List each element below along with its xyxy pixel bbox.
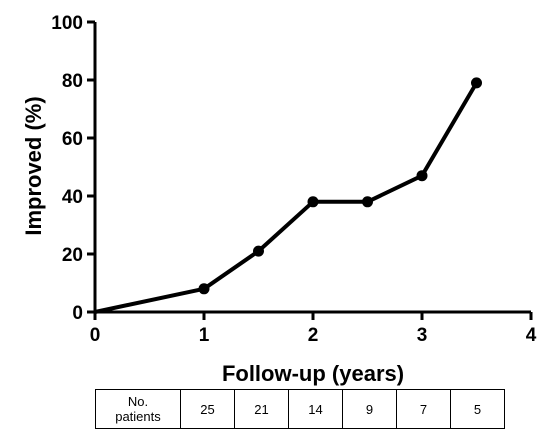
x-tick-label: 4 — [526, 325, 537, 346]
y-axis-title: Improved (%) — [21, 96, 46, 235]
y-tick-label: 100 — [51, 13, 83, 34]
chart-axes — [93, 22, 531, 314]
patients-label-line2: patients — [115, 409, 161, 424]
patients-count-cell-4: 9 — [342, 389, 397, 429]
patients-count-cell-6: 5 — [450, 389, 505, 429]
chart-series — [93, 77, 482, 314]
patients-label-line1: No. — [127, 394, 149, 409]
patients-count-cell-5: 7 — [396, 389, 451, 429]
patients-label-cell: No. patients — [95, 389, 181, 429]
y-tick-label: 80 — [62, 71, 83, 92]
data-point — [253, 245, 264, 257]
patients-table: No. patients 25 21 14 9 7 5 — [95, 389, 505, 429]
y-tick-label: 20 — [62, 245, 83, 266]
chart-ticks: 0 20 40 60 80 100 0 1 2 3 4 — [51, 13, 536, 346]
data-point — [471, 77, 482, 89]
data-point — [198, 283, 210, 295]
patients-count-cell-2: 21 — [234, 389, 289, 429]
x-tick-label: 1 — [199, 325, 210, 346]
x-tick-label: 3 — [417, 325, 428, 346]
patients-count-cell-3: 14 — [288, 389, 343, 429]
data-point — [362, 196, 373, 208]
x-axis-title: Follow-up (years) — [222, 361, 404, 386]
series-line — [93, 80, 479, 314]
x-tick-label: 2 — [308, 325, 319, 346]
y-tick-label: 0 — [72, 303, 83, 324]
patients-count-cell-1: 25 — [180, 389, 235, 429]
data-point — [307, 196, 319, 208]
patients-row: No. patients 25 21 14 9 7 5 — [95, 389, 505, 429]
y-tick-label: 40 — [62, 187, 83, 208]
y-tick-label: 60 — [62, 129, 83, 150]
data-point — [416, 170, 428, 182]
x-tick-label: 0 — [90, 325, 101, 346]
line-chart: 0 20 40 60 80 100 0 1 2 3 4 Follow-up (years) Impr… — [21, 13, 537, 386]
